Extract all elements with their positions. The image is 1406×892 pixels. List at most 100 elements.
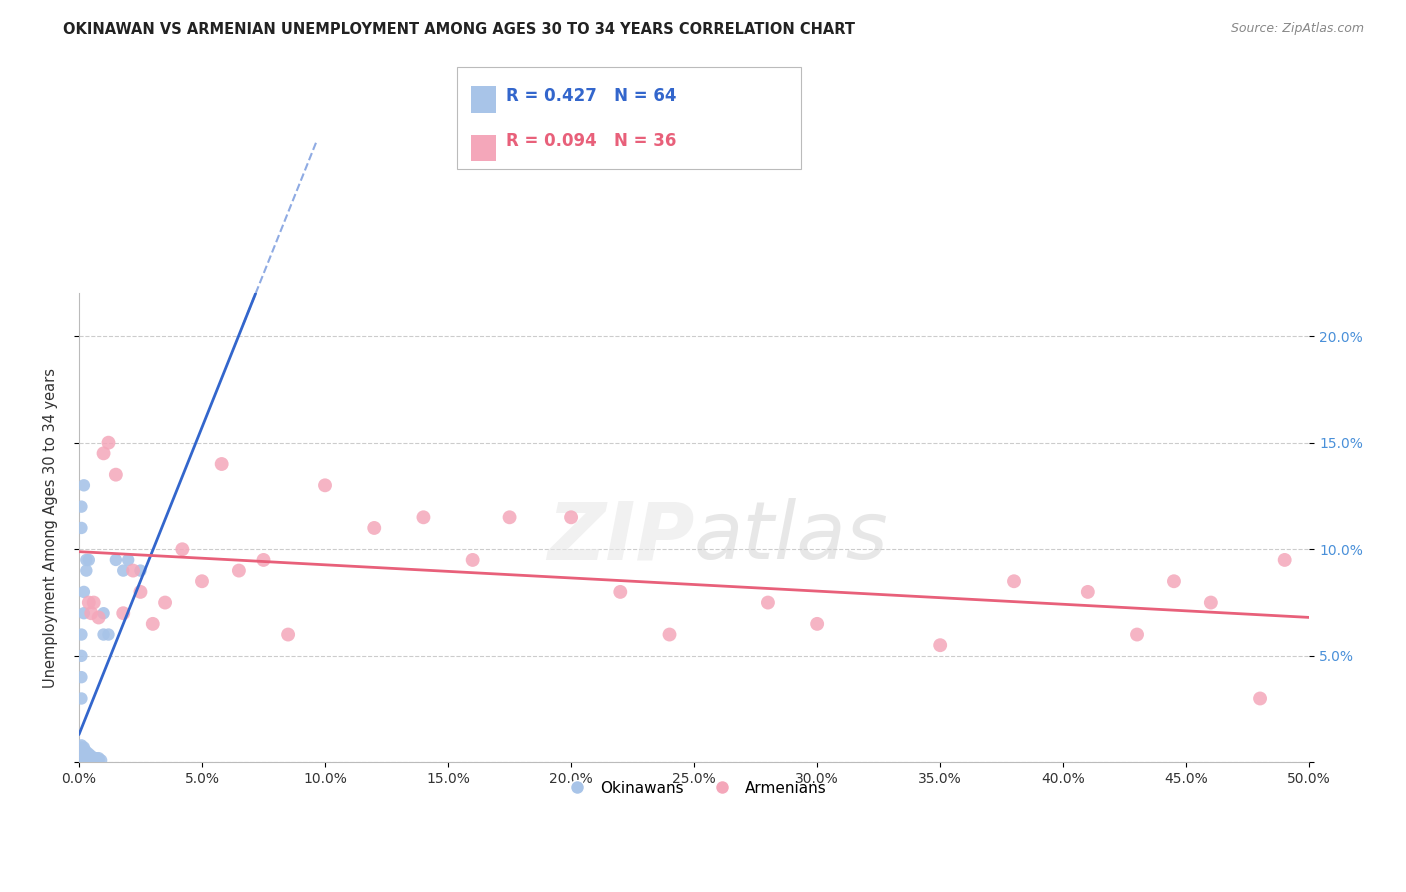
Point [75,753,97,767]
Point [70,648,93,663]
Point [73,747,96,761]
Text: Source: ZipAtlas.com: Source: ZipAtlas.com [1230,22,1364,36]
Point [806,616,828,631]
Y-axis label: Unemployment Among Ages 30 to 34 years: Unemployment Among Ages 30 to 34 years [44,368,58,688]
Point [80,751,103,765]
Point [80,749,103,764]
Point [73,751,96,765]
Point [83,596,105,610]
Point [84,753,107,767]
Point [1249,691,1271,706]
Point [1002,574,1025,589]
Point [658,627,681,641]
Point [73,606,96,620]
Point [80,606,103,620]
Point [84,751,107,765]
Point [70,500,93,514]
Point [70,753,93,767]
Point [70,739,93,753]
Point [97,627,120,641]
Text: atlas: atlas [695,499,889,576]
Point [1274,553,1296,567]
Point [97,435,120,450]
Point [77,751,100,765]
Point [75,751,97,765]
Point [70,627,93,641]
Point [77,747,100,761]
Point [83,751,105,765]
Point [412,510,434,524]
Point [73,742,96,756]
Point [93,606,115,620]
Point [75,751,97,765]
Point [80,753,103,767]
Point [112,606,135,620]
Point [73,753,96,767]
Point [70,740,93,755]
Point [228,564,250,578]
Point [461,553,484,567]
Point [129,585,152,599]
Point [90,753,112,767]
Point [122,564,145,578]
Point [75,745,97,759]
Point [70,691,93,706]
Point [609,585,631,599]
Point [1077,585,1099,599]
Point [73,740,96,755]
Point [73,585,96,599]
Point [70,747,93,761]
Point [70,751,93,765]
Point [80,753,103,767]
Point [75,564,97,578]
Text: R = 0.427   N = 64: R = 0.427 N = 64 [506,87,676,104]
Point [75,747,97,761]
Point [93,446,115,460]
Text: R = 0.094   N = 36: R = 0.094 N = 36 [506,132,676,150]
Point [73,749,96,764]
Point [363,521,385,535]
Point [104,553,127,567]
Point [129,564,152,578]
Point [153,596,176,610]
Point [75,749,97,764]
Point [252,553,274,567]
Point [77,749,100,764]
Point [1126,627,1149,641]
Point [1163,574,1185,589]
Point [560,510,582,524]
Point [77,596,100,610]
Point [73,745,96,759]
Point [75,753,97,767]
Point [83,753,105,767]
Text: ZIP: ZIP [547,499,695,576]
Point [277,627,299,641]
Point [77,553,100,567]
Point [142,616,165,631]
Point [87,751,110,765]
Point [75,553,97,567]
Point [191,574,214,589]
Point [104,467,127,482]
Point [93,627,115,641]
Point [73,478,96,492]
Point [77,753,100,767]
Point [172,542,194,557]
Point [73,751,96,765]
Point [1199,596,1222,610]
Point [87,753,110,767]
Text: OKINAWAN VS ARMENIAN UNEMPLOYMENT AMONG AGES 30 TO 34 YEARS CORRELATION CHART: OKINAWAN VS ARMENIAN UNEMPLOYMENT AMONG … [63,22,855,37]
Point [73,749,96,764]
Point [75,749,97,764]
Legend: Okinawans, Armenians: Okinawans, Armenians [555,774,832,802]
Point [70,521,93,535]
Point [70,751,93,765]
Point [83,753,105,767]
Point [498,510,520,524]
Point [70,753,93,767]
Point [70,745,93,759]
Point [70,670,93,684]
Point [73,753,96,767]
Point [211,457,233,471]
Point [87,610,110,624]
